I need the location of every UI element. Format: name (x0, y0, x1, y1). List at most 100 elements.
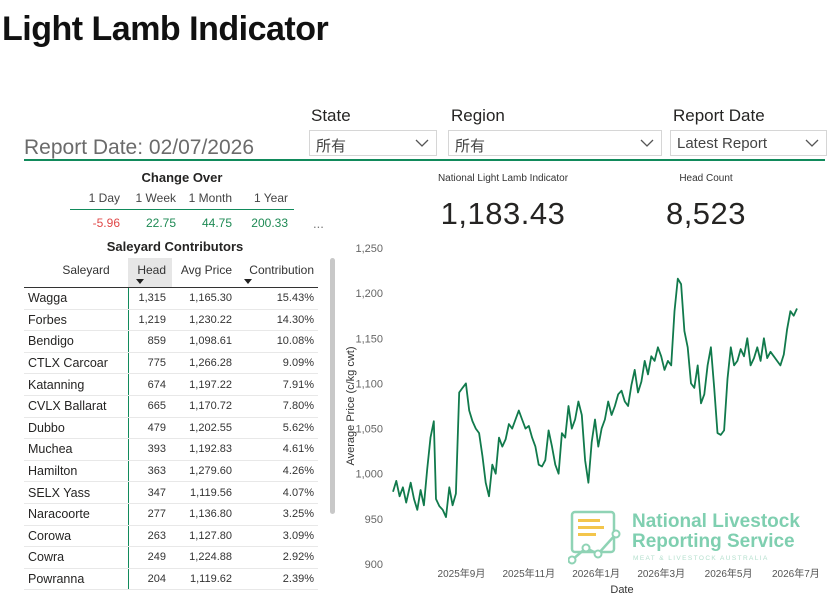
chart-board-icon (568, 510, 621, 565)
head-cell: 1,315 (128, 288, 172, 309)
head-cell: 674 (128, 374, 172, 395)
avg-price-cell: 1,224.88 (189, 551, 232, 564)
chevron-down-icon (805, 139, 819, 147)
state-dropdown[interactable]: 所有 (309, 130, 437, 156)
avg-price-cell: 1,136.80 (189, 508, 232, 521)
y-tick-label: 900 (365, 559, 383, 571)
table-row[interactable]: Dubbo 479 1,202.55 5.62% (24, 417, 318, 440)
head-cell: 665 (128, 395, 172, 417)
contribution-cell: 3.25% (282, 508, 314, 521)
page-title: Light Lamb Indicator (2, 10, 329, 48)
head-cell: 1,219 (128, 309, 172, 331)
saleyard-cell: Muchea (28, 442, 73, 457)
y-tick-label: 1,000 (355, 469, 383, 481)
change-value-1-year: 200.33 (251, 216, 288, 230)
avg-price-cell: 1,279.60 (189, 465, 232, 478)
region-filter-label: Region (451, 106, 505, 125)
region-dropdown[interactable]: 所有 (448, 130, 662, 156)
table-row[interactable]: Wagga 1,315 1,165.30 15.43% (24, 288, 318, 310)
y-tick-label: 1,200 (355, 288, 383, 300)
avg-price-cell: 1,127.80 (189, 529, 232, 542)
table-scrollbar[interactable] (330, 258, 335, 514)
head-cell: 479 (128, 417, 172, 439)
column-header-head[interactable]: Head (128, 258, 172, 287)
column-header-avg-price[interactable]: Avg Price (180, 263, 232, 277)
head-cell: 277 (128, 503, 172, 525)
saleyard-cell: Hamilton (28, 464, 78, 479)
column-header-contribution-label: Contribution (249, 263, 314, 277)
x-tick-label: 2025年9月 (438, 567, 486, 580)
y-tick-label: 1,150 (355, 333, 383, 345)
table-row[interactable]: CVLX Ballarat 665 1,170.72 7.80% (24, 395, 318, 418)
saleyard-cell: SELX Yass (28, 485, 91, 500)
column-header-saleyard[interactable]: Saleyard (62, 263, 110, 277)
contribution-cell: 7.80% (282, 400, 314, 413)
contribution-cell: 4.61% (282, 443, 314, 456)
report-date-text: Report Date: 02/07/2026 (24, 136, 254, 159)
indicator-value: 1,183.43 (440, 196, 566, 231)
change-value-1-month: 44.75 (201, 216, 232, 230)
change-over-values: -5.96 22.75 44.75 200.33 (70, 216, 294, 230)
avg-price-cell: 1,119.56 (189, 486, 232, 499)
table-row[interactable]: Forbes 1,219 1,230.22 14.30% (24, 309, 318, 332)
x-tick-label: 2026年5月 (705, 567, 753, 580)
avg-price-cell: 1,165.30 (189, 292, 232, 305)
change-header-1-year: 1 Year (253, 191, 288, 205)
saleyard-cell: Dubbo (28, 420, 65, 435)
logo-line1: National Livestock (632, 511, 800, 532)
contribution-cell: 10.08% (276, 335, 314, 348)
table-row[interactable]: Powranna 204 1,119.62 2.39% (24, 568, 318, 591)
table-row[interactable]: Naracoorte 277 1,136.80 3.25% (24, 503, 318, 526)
header-divider (24, 159, 825, 161)
table-row[interactable]: Muchea 393 1,192.83 4.61% (24, 439, 318, 461)
contribution-cell: 14.30% (276, 313, 314, 326)
saleyard-cell: CVLX Ballarat (28, 399, 107, 414)
chevron-down-icon (415, 139, 429, 147)
report-date-filter-label: Report Date (673, 106, 765, 125)
head-cell: 363 (128, 460, 172, 482)
logo-tagline: MEAT & LIVESTOCK AUSTRALIA (633, 555, 769, 562)
x-tick-label: 2026年3月 (637, 567, 685, 580)
change-header-1-week: 1 Week (135, 191, 176, 205)
saleyard-table: Saleyard Head Avg Price Contribution Wag… (24, 258, 318, 594)
y-tick-label: 950 (365, 514, 383, 526)
head-cell: 347 (128, 482, 172, 503)
report-date-dropdown[interactable]: Latest Report (670, 130, 827, 156)
column-header-contribution[interactable]: Contribution (236, 258, 318, 287)
head-cell: 204 (128, 568, 172, 590)
head-cell: 859 (128, 331, 172, 352)
avg-price-cell: 1,170.72 (189, 400, 232, 413)
avg-price-cell: 1,119.62 (189, 573, 232, 586)
head-cell: 775 (128, 352, 172, 374)
table-row[interactable]: Katanning 674 1,197.22 7.91% (24, 374, 318, 396)
contribution-cell: 9.09% (282, 357, 314, 370)
change-value-1-day: -5.96 (92, 216, 120, 230)
series-line (392, 277, 798, 519)
saleyard-cell: Powranna (28, 572, 85, 587)
contribution-cell: 3.09% (282, 529, 314, 542)
contribution-cell: 4.07% (282, 486, 314, 499)
saleyard-cell: Corowa (28, 528, 72, 543)
contribution-cell: 2.39% (282, 573, 314, 586)
table-row[interactable]: SELX Yass 347 1,119.56 4.07% (24, 482, 318, 504)
column-header-head-label: Head (137, 263, 166, 277)
more-options-button[interactable]: ... (313, 216, 324, 231)
chevron-down-icon (640, 139, 654, 147)
table-row[interactable]: Corowa 263 1,127.80 3.09% (24, 525, 318, 548)
table-row[interactable]: CTLX Carcoar 775 1,266.28 9.09% (24, 352, 318, 375)
state-dropdown-value: 所有 (316, 138, 347, 155)
y-axis-label: Average Price (c/kg cwt) (345, 346, 357, 465)
avg-price-cell: 1,192.83 (189, 443, 232, 456)
table-header: Saleyard Head Avg Price Contribution (24, 258, 318, 288)
head-count-label: Head Count (679, 173, 733, 184)
head-cell: 393 (128, 439, 172, 460)
table-row[interactable]: Cowra 249 1,224.88 2.92% (24, 547, 318, 569)
change-value-1-week: 22.75 (145, 216, 176, 230)
avg-price-cell: 1,098.61 (189, 335, 232, 348)
saleyard-cell: Katanning (28, 377, 85, 392)
change-header-1-day: 1 Day (88, 191, 120, 205)
saleyard-contributors-title: Saleyard Contributors (106, 239, 244, 254)
table-row[interactable]: Hamilton 363 1,279.60 4.26% (24, 460, 318, 483)
table-row[interactable]: Bendigo 859 1,098.61 10.08% (24, 331, 318, 353)
contribution-cell: 4.26% (282, 465, 314, 478)
